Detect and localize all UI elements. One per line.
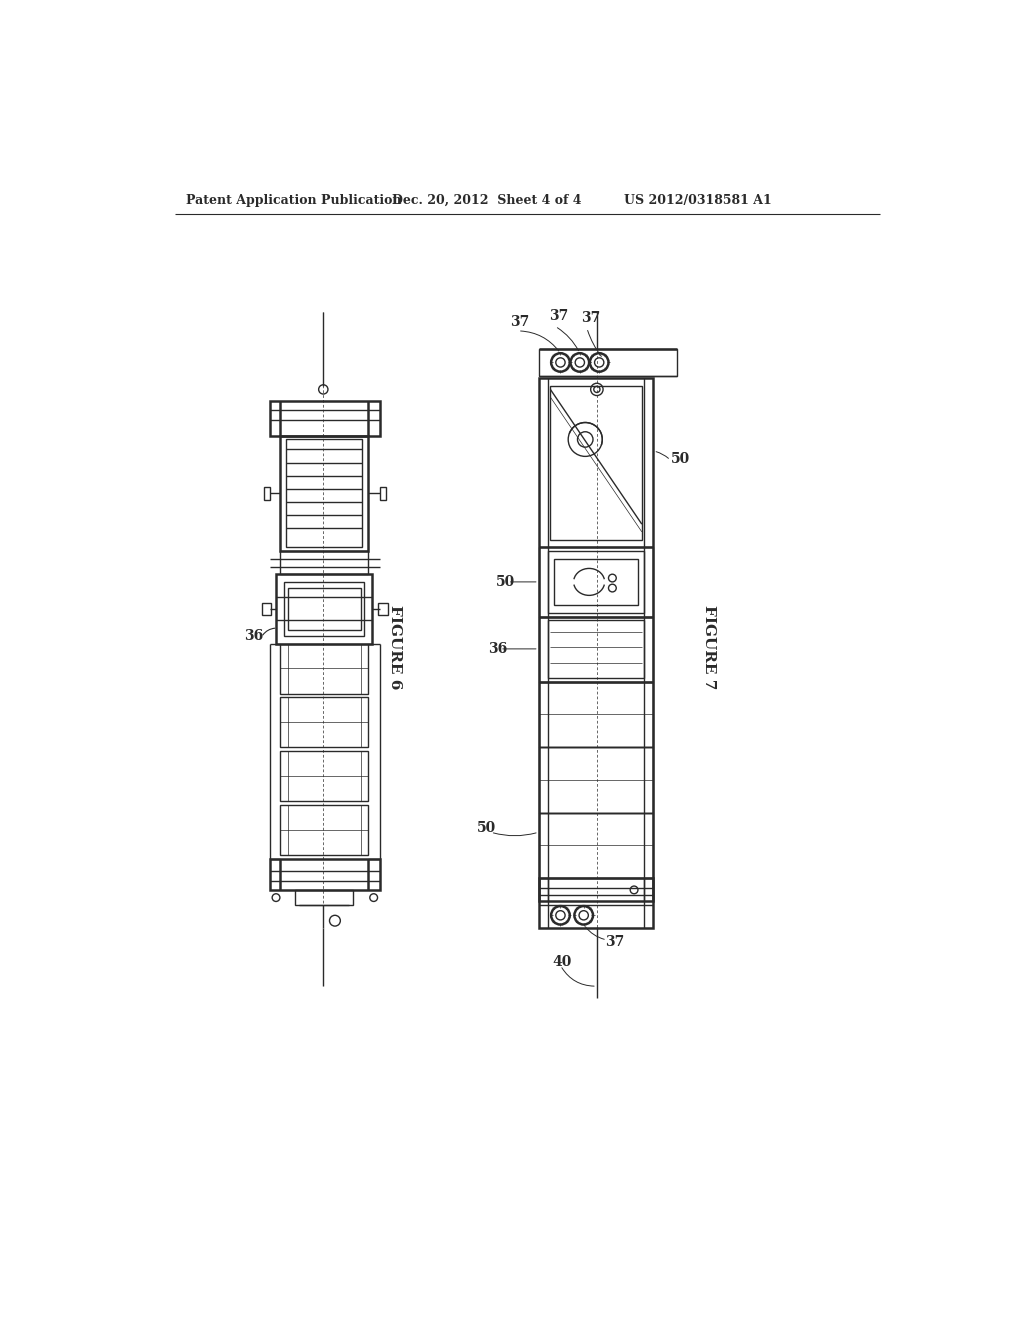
Bar <box>539 378 653 928</box>
Bar <box>263 487 270 499</box>
Bar <box>548 620 644 678</box>
Text: 50: 50 <box>477 821 496 836</box>
Text: Dec. 20, 2012  Sheet 4 of 4: Dec. 20, 2012 Sheet 4 of 4 <box>391 194 581 207</box>
Text: FIGURE 7: FIGURE 7 <box>702 605 716 689</box>
Text: 36: 36 <box>488 642 508 656</box>
Bar <box>550 385 642 540</box>
Bar <box>270 401 380 436</box>
Text: 36: 36 <box>245 628 263 643</box>
Bar <box>548 552 644 612</box>
Text: 50: 50 <box>671 451 690 466</box>
Bar <box>539 616 653 682</box>
Bar <box>284 582 365 636</box>
Text: FIGURE 6: FIGURE 6 <box>388 605 402 689</box>
Bar <box>280 805 369 855</box>
Bar <box>262 603 271 615</box>
Bar <box>280 697 369 747</box>
Bar <box>288 589 360 630</box>
Bar <box>539 548 653 616</box>
Bar <box>380 487 386 499</box>
Text: 37: 37 <box>582 310 601 325</box>
Text: 37: 37 <box>549 309 568 323</box>
Bar <box>539 813 653 878</box>
Bar <box>286 440 362 548</box>
Text: 37: 37 <box>510 315 529 329</box>
Bar <box>539 747 653 813</box>
Bar <box>280 552 369 574</box>
Bar <box>539 878 653 902</box>
Bar <box>378 603 388 615</box>
Text: 50: 50 <box>496 576 515 589</box>
Text: 40: 40 <box>553 954 572 969</box>
Text: 37: 37 <box>604 936 624 949</box>
Text: US 2012/0318581 A1: US 2012/0318581 A1 <box>624 194 772 207</box>
Bar <box>280 436 369 552</box>
Bar <box>270 859 380 890</box>
Bar <box>280 751 369 801</box>
Bar <box>539 682 653 747</box>
Bar <box>280 644 369 693</box>
Text: Patent Application Publication: Patent Application Publication <box>186 194 401 207</box>
Bar <box>276 574 372 644</box>
Bar <box>539 348 677 376</box>
Bar <box>554 558 638 605</box>
Bar <box>295 890 352 906</box>
